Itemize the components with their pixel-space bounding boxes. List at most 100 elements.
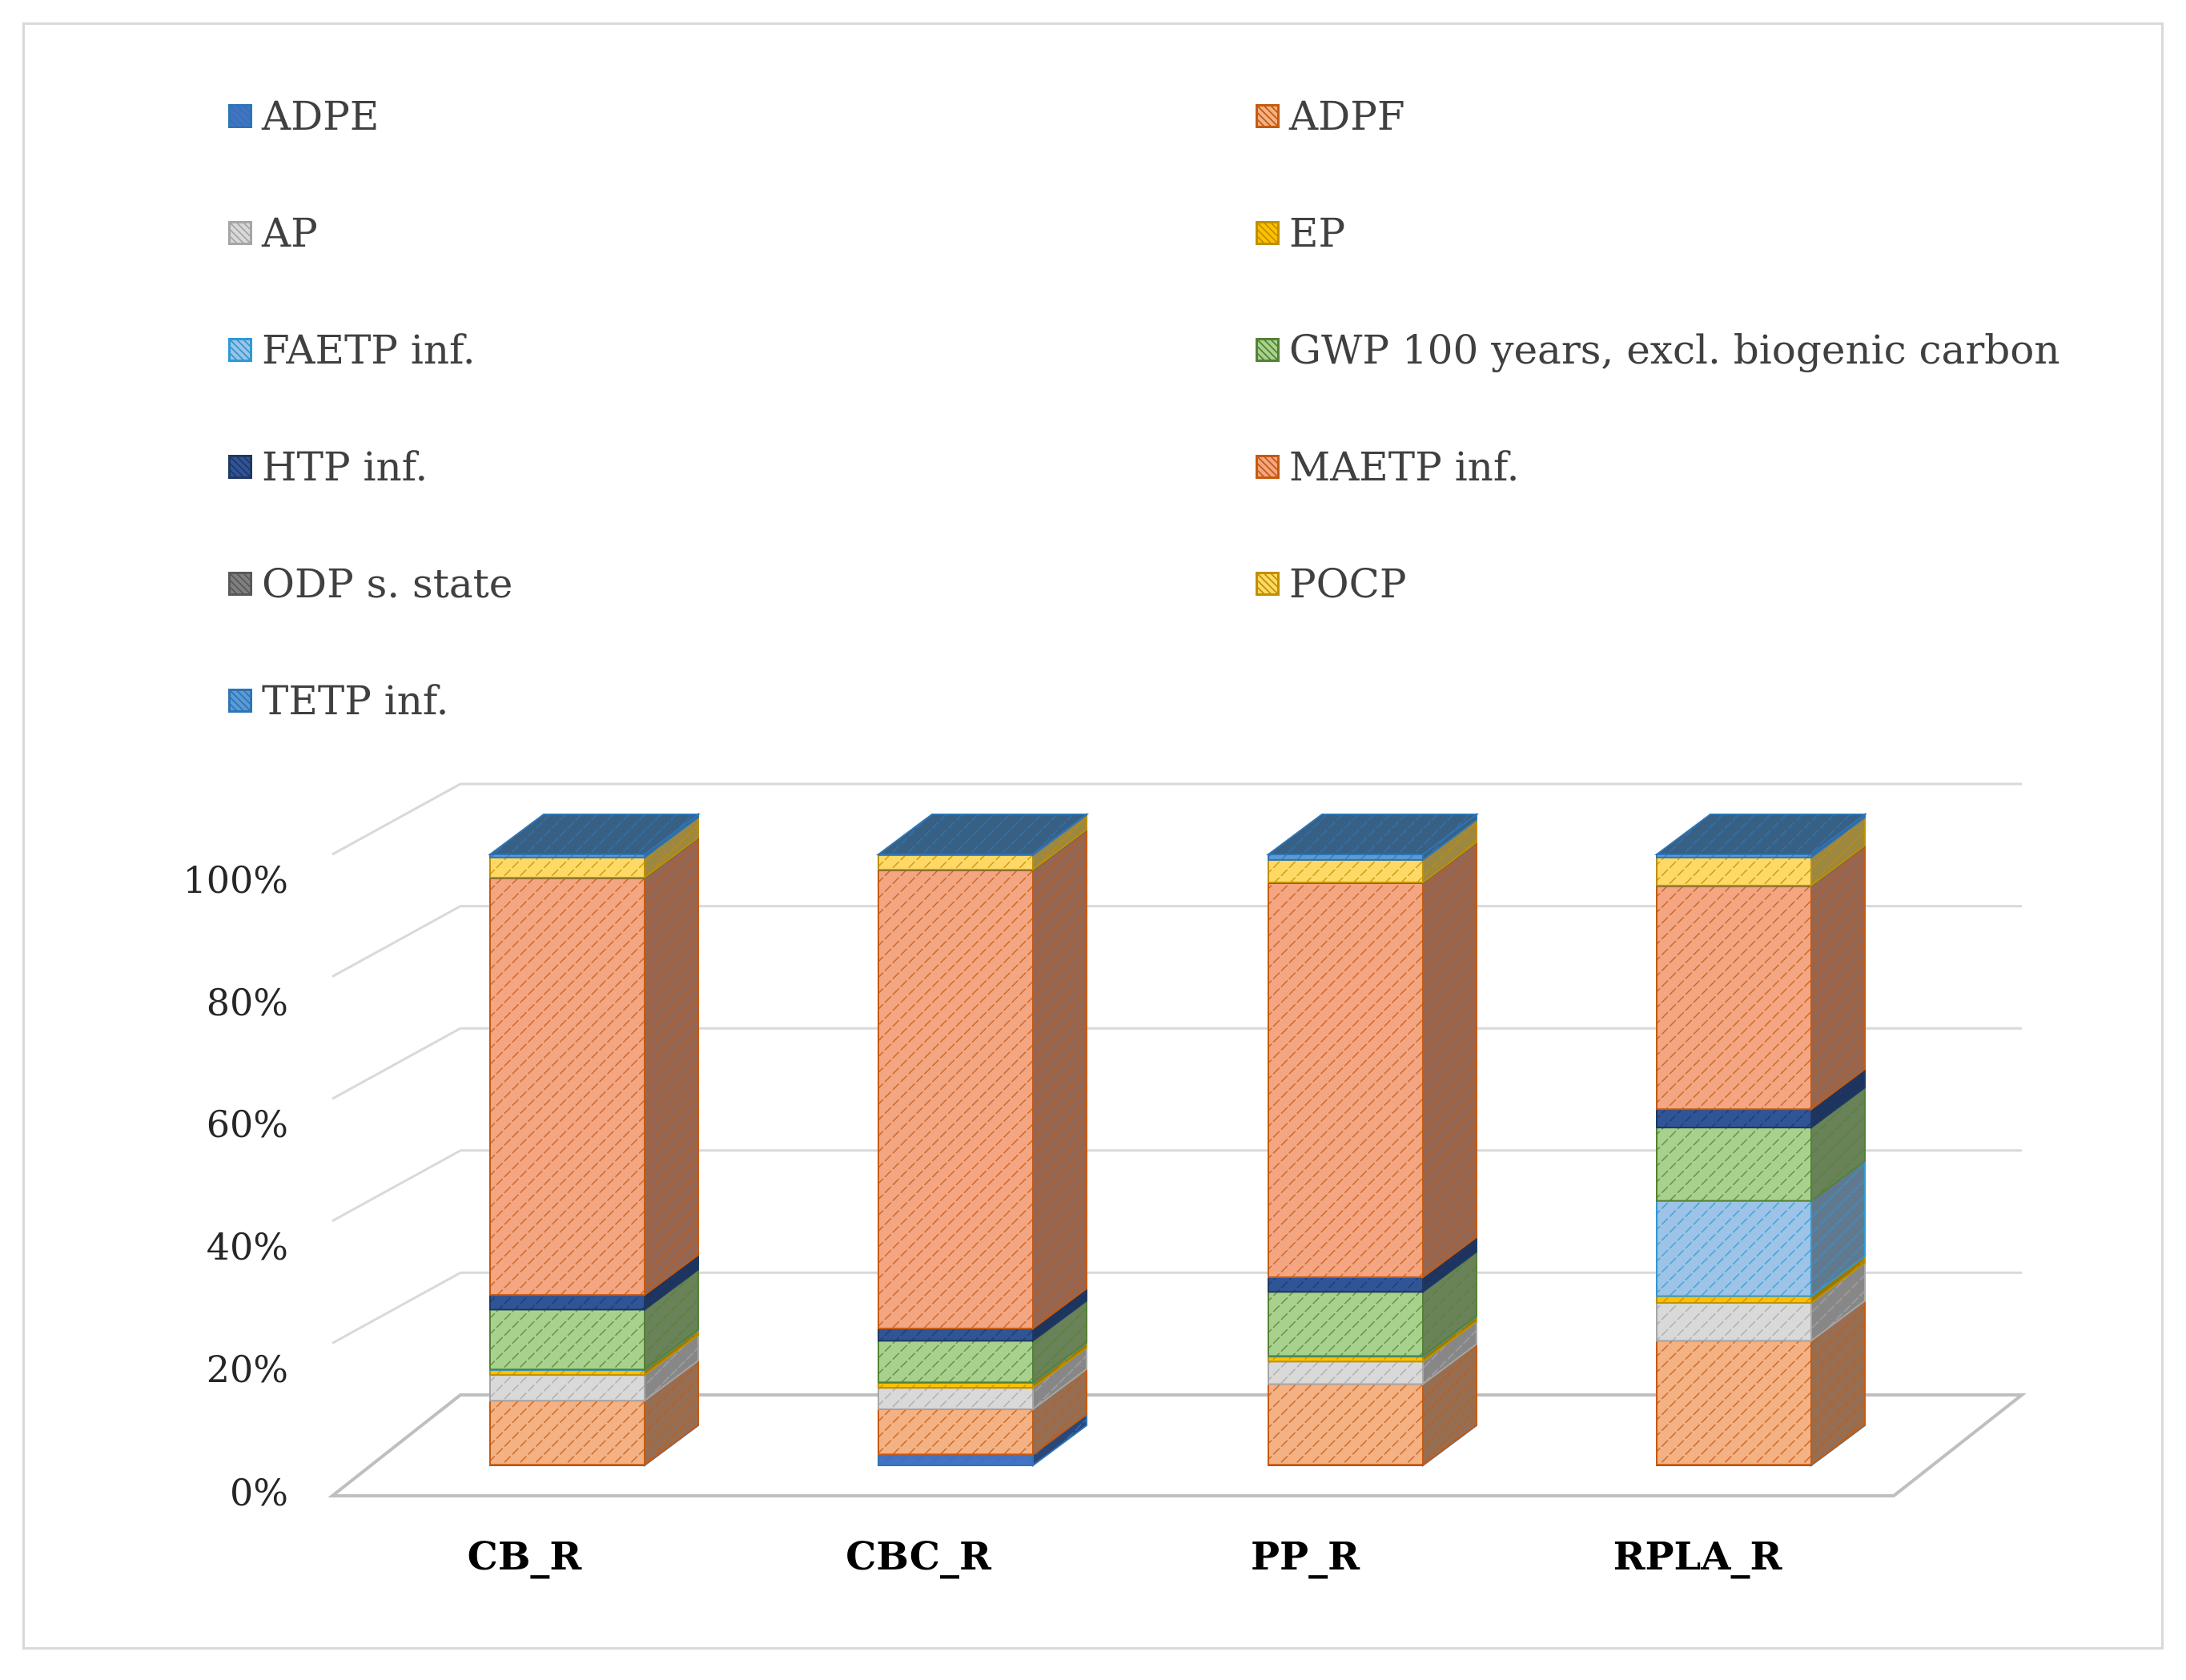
legend-label: TETP inf.: [262, 677, 449, 724]
bar-front: [1656, 856, 1812, 886]
bar-top: [1654, 814, 1868, 855]
bar-front: [878, 1408, 1034, 1456]
bar-segment-ap: [1656, 1261, 1866, 1343]
bar-front: [1268, 1383, 1424, 1466]
bar-segment-faetp-inf: [1656, 1159, 1866, 1298]
bar-front: [1656, 1108, 1812, 1129]
legend-item-htp-inf: HTP inf.: [228, 443, 428, 491]
bar-front: [489, 1294, 645, 1311]
legend-swatch: [228, 221, 252, 245]
bar-cbc-r: [875, 813, 1090, 1467]
legend-label: ODP s. state: [262, 561, 513, 607]
bar-top: [487, 814, 701, 855]
bar-side: [644, 836, 699, 1297]
legend-label: AP: [262, 210, 318, 256]
bar-side: [1422, 841, 1477, 1279]
y-tick-label: 80%: [207, 981, 288, 1024]
bar-front: [489, 1374, 645, 1402]
y-tick-label: 60%: [207, 1103, 288, 1146]
bar-front: [878, 1453, 1034, 1466]
bar-front: [1268, 854, 1424, 861]
legend-label: MAETP inf.: [1289, 444, 1520, 490]
gridline-side: [332, 1149, 461, 1223]
x-category-label: CBC_R: [846, 1534, 992, 1579]
legend-item-ap: AP: [228, 209, 318, 257]
bar-front: [878, 1340, 1034, 1384]
bar-pp-r: [1265, 813, 1480, 1467]
bar-segment-gwp-100-years-excl-biogenic-carbon: [878, 1299, 1087, 1385]
legend-item-ep: EP: [1256, 209, 1345, 257]
legend-item-adpf: ADPF: [1256, 92, 1405, 140]
legend-label: POCP: [1289, 561, 1407, 607]
legend-item-faetp-inf: FAETP inf.: [228, 326, 476, 374]
bar-segment-pocp: [1656, 815, 1866, 887]
bar-top: [1265, 814, 1480, 855]
bar-front: [878, 1387, 1034, 1410]
bar-segment-ap: [878, 1346, 1087, 1411]
y-tick-label: 0%: [230, 1471, 288, 1514]
bar-front: [1268, 882, 1424, 1278]
bar-front: [878, 869, 1034, 1330]
legend-swatch: [1256, 455, 1280, 479]
legend-swatch: [228, 572, 252, 596]
legend-item-tetp-inf: TETP inf.: [228, 677, 449, 725]
gridline-side: [332, 905, 461, 978]
y-tick-label: 20%: [207, 1348, 288, 1391]
bar-segment-pocp: [489, 815, 699, 879]
bar-segment-pocp: [1268, 818, 1477, 885]
bar-front: [1268, 1276, 1424, 1293]
bar-rpla-r: [1654, 813, 1868, 1467]
bar-front: [1268, 1291, 1424, 1357]
legend-swatch: [228, 455, 252, 479]
bar-segment-maetp-inf: [878, 828, 1087, 1331]
bar-top: [875, 814, 1090, 855]
legend-label: FAETP inf.: [262, 327, 476, 373]
bar-segment-htp-inf: [1656, 1067, 1866, 1130]
bar-front: [878, 854, 1034, 871]
y-axis-ticks: 0% 20% 40% 60% 80% 100%: [183, 858, 288, 1514]
legend-swatch: [228, 104, 252, 128]
bar-front: [1656, 1200, 1812, 1297]
legend-item-odp-s-state: ODP s. state: [228, 560, 512, 608]
bar-segment-gwp-100-years-excl-biogenic-carbon: [489, 1268, 699, 1372]
bar-front: [1656, 1302, 1812, 1342]
bar-front: [489, 1308, 645, 1371]
bar-cb-r: [487, 813, 701, 1467]
bar-front: [489, 1400, 645, 1466]
bar-segment-gwp-100-years-excl-biogenic-carbon: [1268, 1250, 1477, 1358]
legend-item-gwp-100-years-excl-biogenic-carbon: GWP 100 years, excl. biogenic carbon: [1256, 326, 2060, 374]
x-category-label: PP_R: [1251, 1534, 1360, 1579]
gridline-side: [332, 782, 461, 856]
legend-label: ADPE: [262, 93, 380, 139]
bar-front: [1656, 1127, 1812, 1202]
legend-swatch: [1256, 104, 1280, 128]
legend-label: HTP inf.: [262, 444, 428, 490]
legend-item-pocp: POCP: [1256, 560, 1407, 608]
legend-item-adpe: ADPE: [228, 92, 379, 140]
x-category-label: CB_R: [468, 1534, 583, 1579]
bar-front: [1656, 1295, 1812, 1304]
bar-segment-adpf: [878, 1367, 1087, 1457]
bar-segment-gwp-100-years-excl-biogenic-carbon: [1656, 1086, 1866, 1203]
bar-segment-maetp-inf: [489, 836, 699, 1297]
bars: [487, 813, 1868, 1467]
bar-front: [1268, 1360, 1424, 1385]
bar-segment-maetp-inf: [1268, 841, 1477, 1279]
legend-swatch: [1256, 221, 1280, 245]
y-tick-label: 100%: [183, 858, 288, 902]
bar-segment-maetp-inf: [1656, 844, 1866, 1111]
legend-label: GWP 100 years, excl. biogenic carbon: [1289, 327, 2060, 373]
bar-front: [1656, 1340, 1812, 1466]
bar-side: [1032, 828, 1087, 1331]
y-tick-label: 40%: [207, 1225, 288, 1268]
legend-label: EP: [1289, 210, 1346, 256]
x-category-label: RPLA_R: [1613, 1534, 1783, 1579]
legend-swatch: [228, 338, 252, 362]
bar-front: [489, 856, 645, 878]
bar-segment-adpe: [878, 1413, 1087, 1467]
x-axis-categories: CB_R CBC_R PP_R RPLA_R: [468, 1534, 1783, 1579]
legend-item-maetp-inf: MAETP inf.: [1256, 443, 1520, 491]
bar-segment-htp-inf: [1268, 1236, 1477, 1294]
chart-floor: [327, 1393, 2027, 1497]
